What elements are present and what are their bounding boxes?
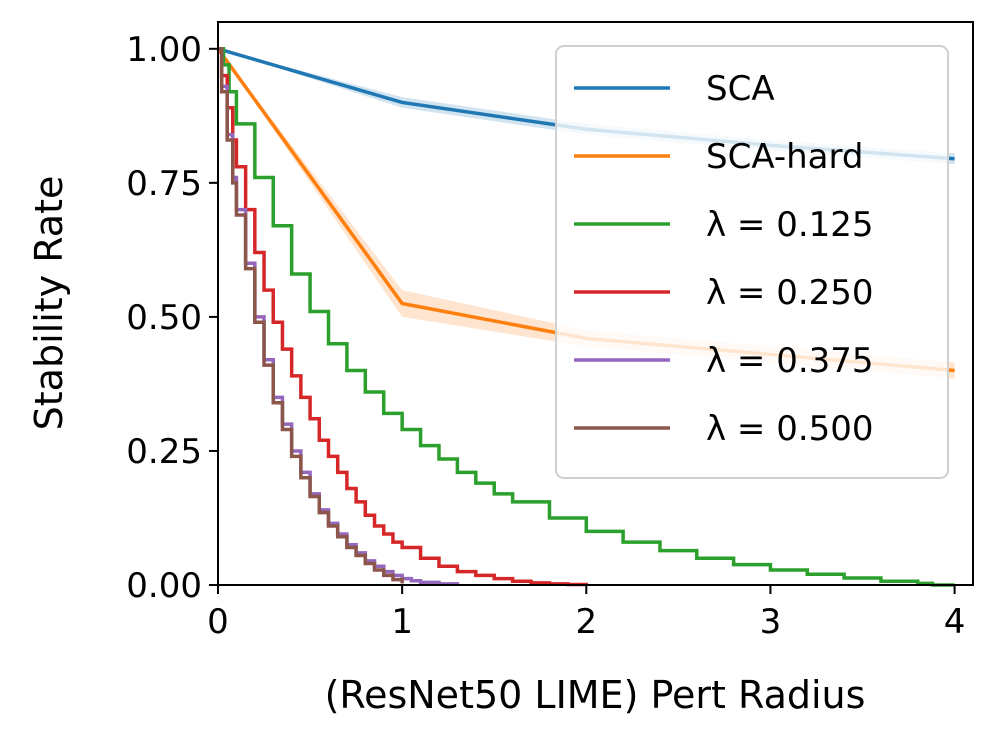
plot-frame	[217, 21, 974, 586]
y-tick-label: 0.50	[126, 298, 202, 338]
legend-label: λ = 0.375	[706, 341, 874, 381]
x-tick-label: 4	[944, 602, 966, 642]
lambda-0.250-series-line	[218, 47, 589, 587]
y-axis-ticks: 0.00 0.25 0.50 0.75 1.00	[126, 30, 218, 606]
x-tick-label: 2	[575, 602, 597, 642]
legend-label: λ = 0.500	[706, 409, 874, 449]
y-tick-label: 1.00	[126, 30, 202, 70]
x-tick-label: 0	[207, 602, 229, 642]
lambda-0.125-series-line	[218, 47, 955, 587]
x-tick-label: 3	[760, 602, 782, 642]
legend-label: λ = 0.250	[706, 273, 874, 313]
y-tick-label: 0.00	[126, 566, 202, 606]
y-tick-label: 0.75	[126, 164, 202, 204]
legend-label: λ = 0.125	[706, 205, 874, 245]
legend-label: SCA-hard	[706, 137, 863, 177]
legend-box	[555, 45, 949, 479]
x-axis-ticks: 0 1 2 3 4	[207, 585, 965, 642]
sca-hard-confidence-band	[218, 48, 955, 379]
lambda-0.500-series-line	[218, 47, 404, 584]
y-axis-label: Stability Rate	[27, 176, 71, 431]
x-axis-label: (ResNet50 LIME) Pert Radius	[325, 673, 866, 717]
y-tick-label: 0.25	[126, 432, 202, 472]
legend: SCA SCA-hard λ = 0.125 λ = 0.250 λ = 0.375 λ …	[555, 45, 949, 479]
x-tick-label: 1	[391, 602, 413, 642]
legend-label: SCA	[706, 69, 775, 109]
